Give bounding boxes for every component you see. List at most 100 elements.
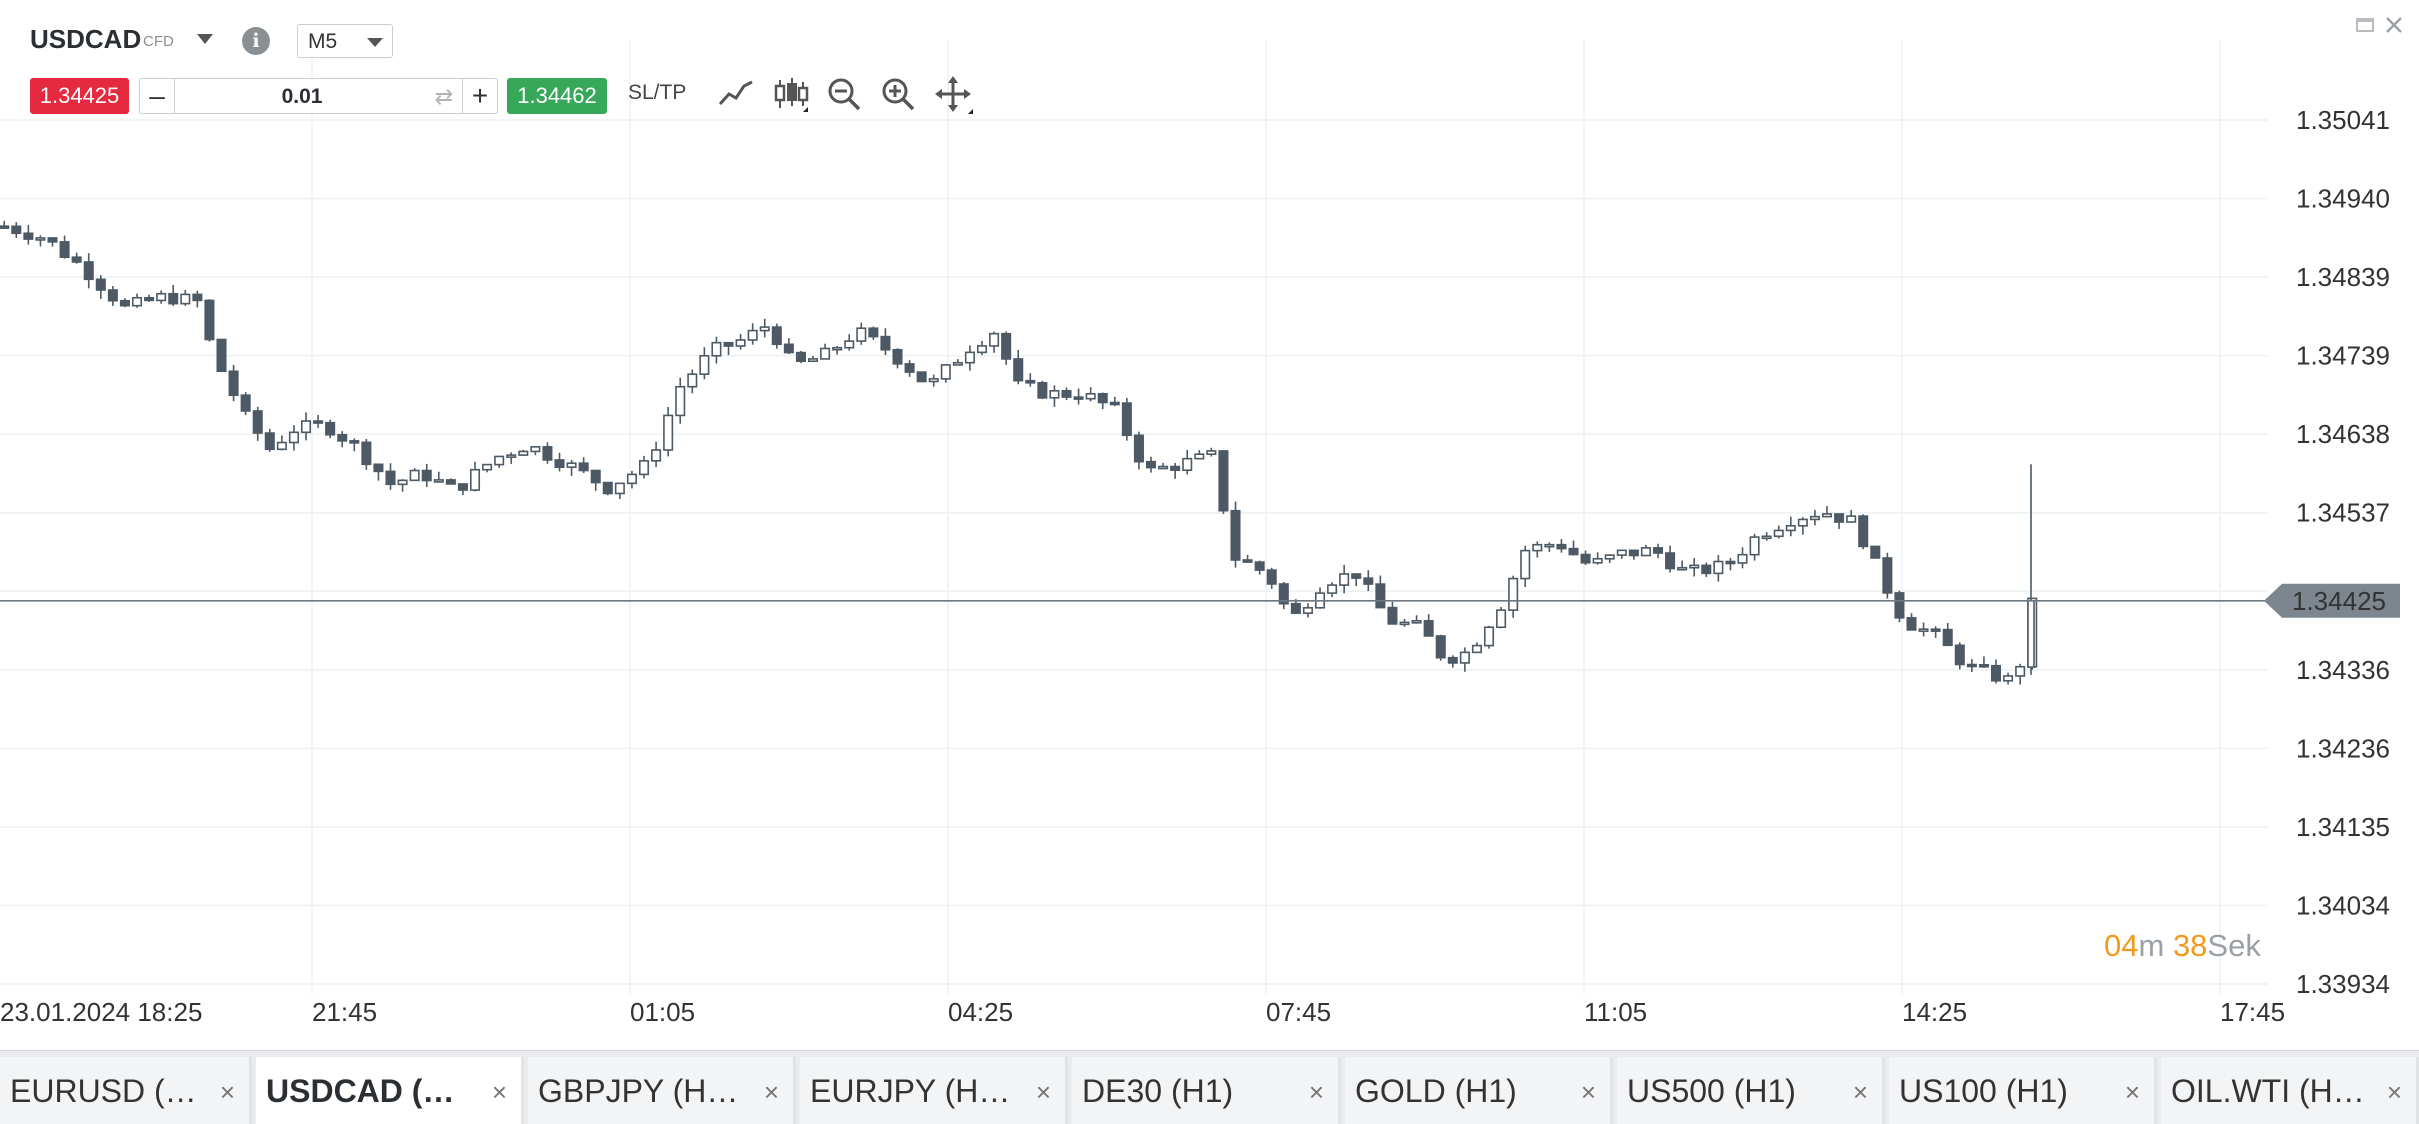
candle (771, 323, 782, 349)
close-icon[interactable] (2383, 14, 2405, 36)
chart-tab[interactable]: US500 (H1) × (1617, 1057, 1885, 1124)
candle (1544, 542, 1555, 553)
price-tick-label: 1.33934 (2296, 969, 2390, 999)
candle (228, 364, 239, 402)
zoom-out-icon[interactable] (824, 74, 864, 114)
timeframe-value: M5 (308, 30, 338, 53)
candle (1218, 450, 1229, 515)
candle (1435, 634, 1446, 661)
candle (1640, 544, 1651, 557)
timeframe-select[interactable]: M5 (297, 24, 393, 58)
tab-close-icon[interactable]: × (491, 1077, 507, 1107)
candle (566, 460, 577, 476)
tab-close-icon[interactable]: × (763, 1077, 779, 1107)
price-tick-label: 1.34739 (2296, 341, 2390, 371)
candle (1990, 659, 2002, 684)
candle (1713, 555, 1724, 582)
candle (1846, 509, 1857, 523)
candle (832, 345, 843, 355)
candle (783, 338, 794, 355)
candle (240, 392, 251, 416)
tab-close-icon[interactable]: × (2386, 1077, 2402, 1107)
volume-increase-button[interactable]: + (462, 79, 497, 113)
price-axis[interactable]: 1.35041 1.34940 1.34839 1.34739 1.34638 1.345… (2296, 105, 2390, 999)
candle (1121, 397, 1132, 441)
candle (1471, 642, 1482, 654)
candle (1025, 373, 1036, 387)
price-chart[interactable]: 1.34425 1.35041 1.34940 1.34839 1.34739 1.34… (0, 0, 2419, 1050)
candle (663, 406, 674, 457)
candle (964, 345, 975, 371)
candlestick-icon[interactable] (770, 74, 810, 114)
chart-tab-label: GOLD (H1) (1355, 1073, 1517, 1109)
chart-tab[interactable]: EURJPY (H… × (800, 1057, 1068, 1124)
candle (1170, 463, 1181, 479)
candle (1327, 582, 1338, 598)
tab-close-icon[interactable]: × (1852, 1077, 1868, 1107)
candle (1001, 331, 1012, 365)
sell-price-button[interactable]: 1.34425 (30, 78, 129, 114)
chart-tab[interactable]: DE30 (H1) × (1072, 1057, 1341, 1124)
chart-tab[interactable]: USDCAD (… × (256, 1057, 524, 1124)
candle (216, 338, 227, 373)
chart-tab[interactable]: EURUSD (… × (0, 1057, 252, 1124)
sltp-button[interactable]: SL/TP (628, 81, 687, 104)
move-icon[interactable] (933, 74, 973, 114)
candle (1266, 567, 1277, 589)
candle (699, 347, 710, 380)
candle (276, 435, 287, 451)
candle (1483, 625, 1495, 649)
tab-close-icon[interactable]: × (1035, 1077, 1051, 1107)
candle (144, 294, 155, 302)
minimize-icon[interactable] (2354, 14, 2376, 36)
chart-tab[interactable]: GBPJPY (H… × (528, 1057, 796, 1124)
candle (614, 482, 625, 500)
price-tick-label: 1.34336 (2296, 655, 2390, 685)
price-tick-label: 1.34638 (2296, 419, 2390, 449)
candle (1278, 581, 1289, 610)
candle (735, 333, 746, 350)
volume-input[interactable] (180, 81, 424, 113)
zoom-in-icon[interactable] (878, 74, 918, 114)
candle (1930, 626, 1941, 638)
chart-tab-bar: EURUSD (… × USDCAD (… × GBPJPY (H… × EURJPY (H… (0, 1050, 2419, 1124)
candle (1978, 656, 1989, 668)
candle (1532, 541, 1543, 558)
price-tick-label: 1.34236 (2296, 733, 2390, 763)
candle (1302, 603, 1313, 618)
candle (844, 334, 855, 351)
candle (1339, 564, 1350, 594)
current-candle (2027, 464, 2035, 675)
candle (1399, 618, 1410, 627)
chart-tab[interactable]: GOLD (H1) × (1345, 1057, 1613, 1124)
symbol-dropdown-icon[interactable] (197, 34, 213, 44)
candle (47, 237, 58, 247)
candle (71, 252, 82, 264)
candle (1918, 622, 1929, 637)
line-chart-icon[interactable] (716, 74, 756, 114)
buy-price-button[interactable]: 1.34462 (507, 78, 607, 114)
candle (107, 286, 118, 306)
candle (1459, 647, 1470, 672)
candle (313, 415, 324, 428)
price-tick-label: 1.34034 (2296, 890, 2390, 920)
candle (1206, 447, 1217, 457)
candle (361, 438, 372, 470)
candle (1858, 514, 1869, 550)
candle (626, 470, 637, 489)
chart-tab[interactable]: US100 (H1) × (1889, 1057, 2157, 1124)
candle (1725, 557, 1736, 571)
candle (421, 463, 432, 488)
chart-tab[interactable]: OIL.WTI (H… × (2161, 1057, 2419, 1124)
tab-close-icon[interactable]: × (1580, 1077, 1596, 1107)
tab-close-icon[interactable]: × (2124, 1077, 2140, 1107)
chart-tab-label: EURUSD (… (10, 1073, 197, 1109)
volume-decrease-button[interactable]: – (140, 79, 175, 113)
tab-close-icon[interactable]: × (219, 1077, 235, 1107)
swap-icon[interactable]: ⇄ (434, 84, 453, 109)
candle (325, 419, 336, 439)
symbol-name[interactable]: USDCAD (30, 24, 142, 54)
info-icon[interactable]: i (242, 27, 270, 55)
tab-close-icon[interactable]: × (1308, 1077, 1324, 1107)
time-axis[interactable]: 23.01.2024 18:25 21:45 01:05 04:25 07:45 11:0… (0, 997, 2285, 1027)
